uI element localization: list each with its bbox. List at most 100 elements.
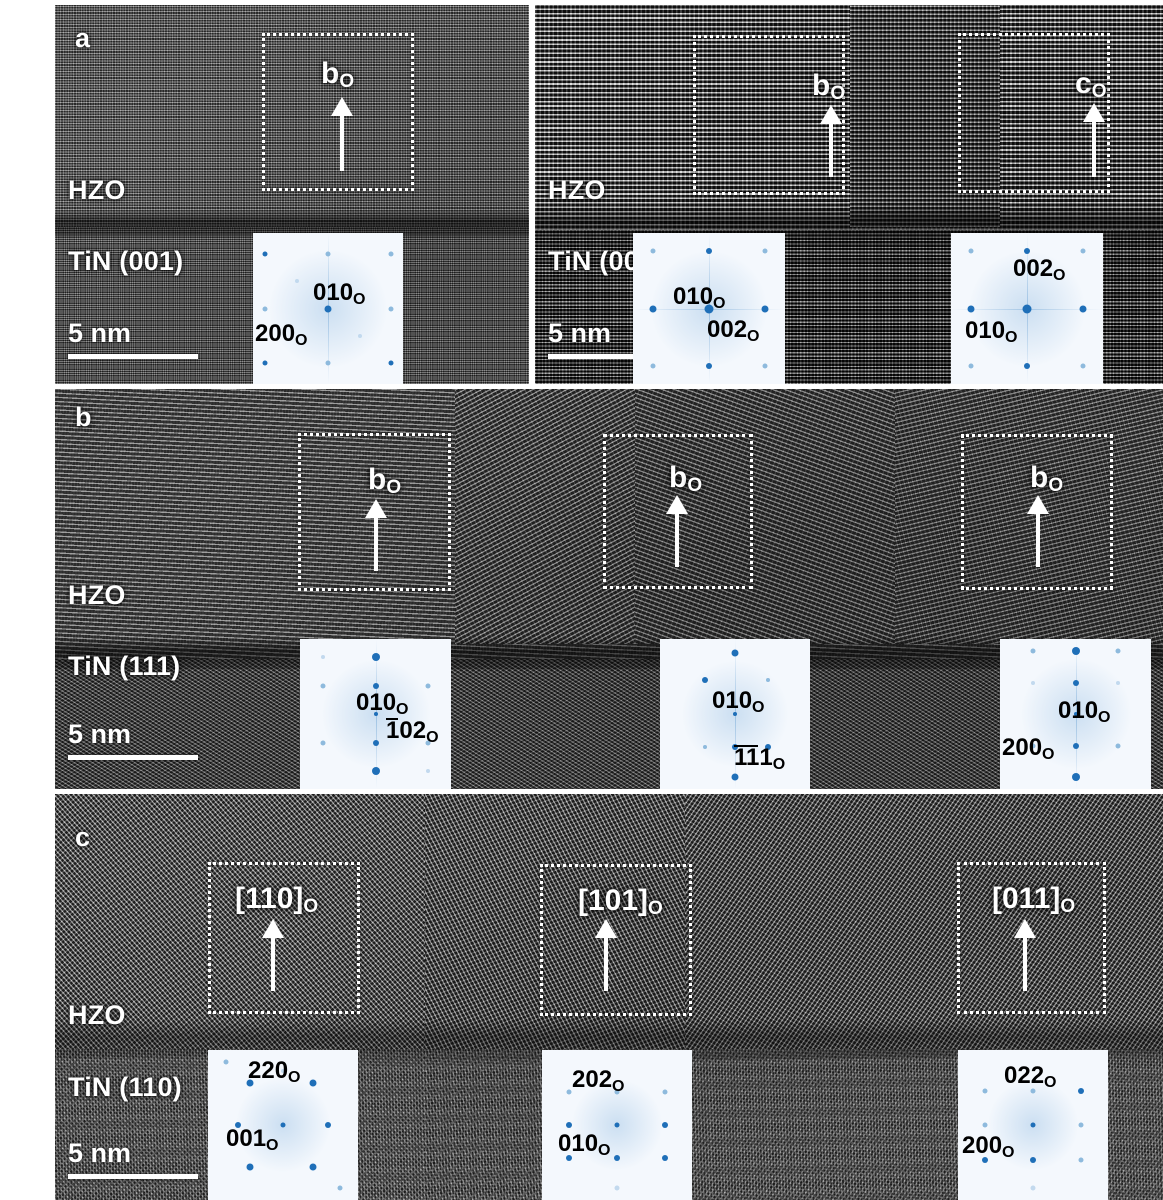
direction-subscript: O bbox=[1091, 81, 1107, 103]
direction-arrow-c2 bbox=[594, 919, 618, 991]
fft-spot bbox=[761, 305, 769, 312]
fft-index-subscript: O bbox=[772, 756, 786, 774]
fft-spot bbox=[388, 251, 394, 257]
direction-symbol: b bbox=[1030, 461, 1049, 494]
fft-inset-a2: 010O 002O bbox=[633, 233, 785, 384]
fft-spot bbox=[309, 1079, 317, 1087]
direction-arrow-b2 bbox=[665, 495, 689, 567]
fft-spot bbox=[982, 1122, 988, 1128]
fft-index: 010 bbox=[313, 279, 354, 306]
fft-spot bbox=[982, 1156, 988, 1163]
fft-index: 022 bbox=[1004, 1062, 1045, 1089]
fft-spot bbox=[325, 251, 331, 257]
fft-spot bbox=[1078, 1087, 1084, 1094]
fft-spot bbox=[294, 279, 299, 284]
scale-bar-line bbox=[548, 354, 678, 359]
fft-spot bbox=[968, 363, 974, 369]
fft-index: 200 bbox=[1002, 734, 1043, 761]
fft-index: 002 bbox=[1013, 255, 1054, 282]
fft-label-010: 010O bbox=[356, 691, 409, 718]
fft-label-200: 200O bbox=[1002, 736, 1055, 763]
arrow-head-icon bbox=[1014, 919, 1036, 938]
fft-spot bbox=[762, 248, 768, 254]
fft-label-010: 010O bbox=[558, 1132, 611, 1159]
fft-label-1bar1bar1: 111O bbox=[734, 744, 786, 774]
direction-symbol: [101] bbox=[578, 884, 649, 917]
arrow-head-icon bbox=[820, 105, 842, 124]
fft-spot bbox=[309, 1163, 317, 1171]
fft-spot bbox=[1030, 1156, 1036, 1163]
fft-index: 200 bbox=[255, 320, 296, 347]
direction-arrow-c3 bbox=[1013, 919, 1037, 991]
fft-index: 1 bbox=[759, 744, 773, 771]
direction-symbol: [011] bbox=[992, 882, 1061, 915]
scale-bar-label: 5 nm bbox=[548, 318, 612, 348]
fft-spot-center bbox=[280, 1122, 286, 1128]
arrow-head-icon bbox=[1027, 495, 1049, 514]
fft-index: 02 bbox=[399, 717, 427, 744]
fft-label-002: 002O bbox=[1013, 257, 1066, 284]
fft-label-010: 010O bbox=[673, 285, 726, 312]
arrow-head-icon bbox=[595, 919, 617, 938]
arrow-head-icon bbox=[666, 495, 688, 514]
panel-a-divider bbox=[529, 5, 535, 384]
fft-spot-center bbox=[614, 1122, 620, 1128]
region-box-b1 bbox=[298, 433, 451, 591]
arrow-head-icon bbox=[1083, 103, 1105, 122]
fft-label-202: 202O bbox=[572, 1068, 625, 1095]
fft-spot bbox=[614, 1155, 620, 1161]
direction-symbol: b bbox=[368, 463, 387, 496]
region-box-c3 bbox=[957, 862, 1106, 1014]
fft-spot bbox=[566, 1089, 572, 1095]
direction-subscript: O bbox=[1060, 896, 1076, 918]
fft-spot bbox=[1071, 773, 1080, 781]
fft-spot bbox=[325, 360, 331, 366]
fft-spot bbox=[967, 305, 975, 312]
fft-spot bbox=[614, 1089, 620, 1095]
panel-letter-a: a bbox=[75, 23, 91, 53]
fft-index: 200 bbox=[962, 1132, 1003, 1159]
fft-spot bbox=[649, 305, 657, 312]
panel-b: b HZO TiN (111) 5 nm bO bO bO bbox=[55, 389, 1163, 789]
fft-spot-center bbox=[733, 712, 737, 716]
arrow-shaft bbox=[1092, 119, 1096, 177]
fft-index: 002 bbox=[707, 316, 748, 343]
arrow-head-icon bbox=[365, 499, 387, 518]
fft-inset-a1: 010O 200O bbox=[253, 233, 403, 384]
fft-spot bbox=[566, 1122, 572, 1128]
scale-bar-label: 5 nm bbox=[68, 318, 132, 348]
fft-index-subscript: O bbox=[747, 328, 760, 346]
fft-spot bbox=[703, 745, 707, 749]
substrate-label-tin-001: TiN (001) bbox=[68, 246, 184, 276]
direction-label-b-o: bO bbox=[321, 57, 354, 93]
fft-spot bbox=[614, 1185, 620, 1191]
arrow-head-icon bbox=[331, 97, 353, 116]
fft-index: 010 bbox=[965, 317, 1006, 344]
hrtem-grain-texture bbox=[635, 389, 895, 644]
fft-spot bbox=[337, 1185, 343, 1191]
fft-spot bbox=[320, 740, 326, 745]
fft-inset-a3: 002O 010O bbox=[951, 233, 1103, 384]
arrow-shaft bbox=[1023, 935, 1027, 991]
direction-label-c-o: cO bbox=[1075, 67, 1106, 103]
direction-label-101-o: [101]O bbox=[578, 884, 663, 920]
fft-spot-center bbox=[1022, 304, 1032, 313]
fft-spot bbox=[1115, 743, 1121, 748]
fft-spot bbox=[662, 1089, 668, 1095]
direction-symbol: b bbox=[321, 57, 340, 90]
direction-subscript: O bbox=[303, 896, 319, 918]
arrow-shaft bbox=[374, 515, 378, 571]
scale-bar-a-right: 5 nm bbox=[548, 318, 688, 368]
fft-spot bbox=[982, 1088, 988, 1093]
region-box-b3 bbox=[961, 434, 1113, 590]
direction-label-b-o: bO bbox=[368, 463, 401, 499]
fft-spot bbox=[1115, 648, 1121, 654]
fft-spot bbox=[731, 773, 739, 781]
film-label-hzo: HZO bbox=[68, 1000, 126, 1030]
direction-subscript: O bbox=[1048, 475, 1064, 497]
fft-spot bbox=[246, 1163, 254, 1171]
fft-spot bbox=[1030, 648, 1036, 654]
fft-spot bbox=[1031, 680, 1036, 685]
fft-index-subscript: O bbox=[1098, 709, 1111, 727]
fft-spot bbox=[765, 744, 771, 750]
